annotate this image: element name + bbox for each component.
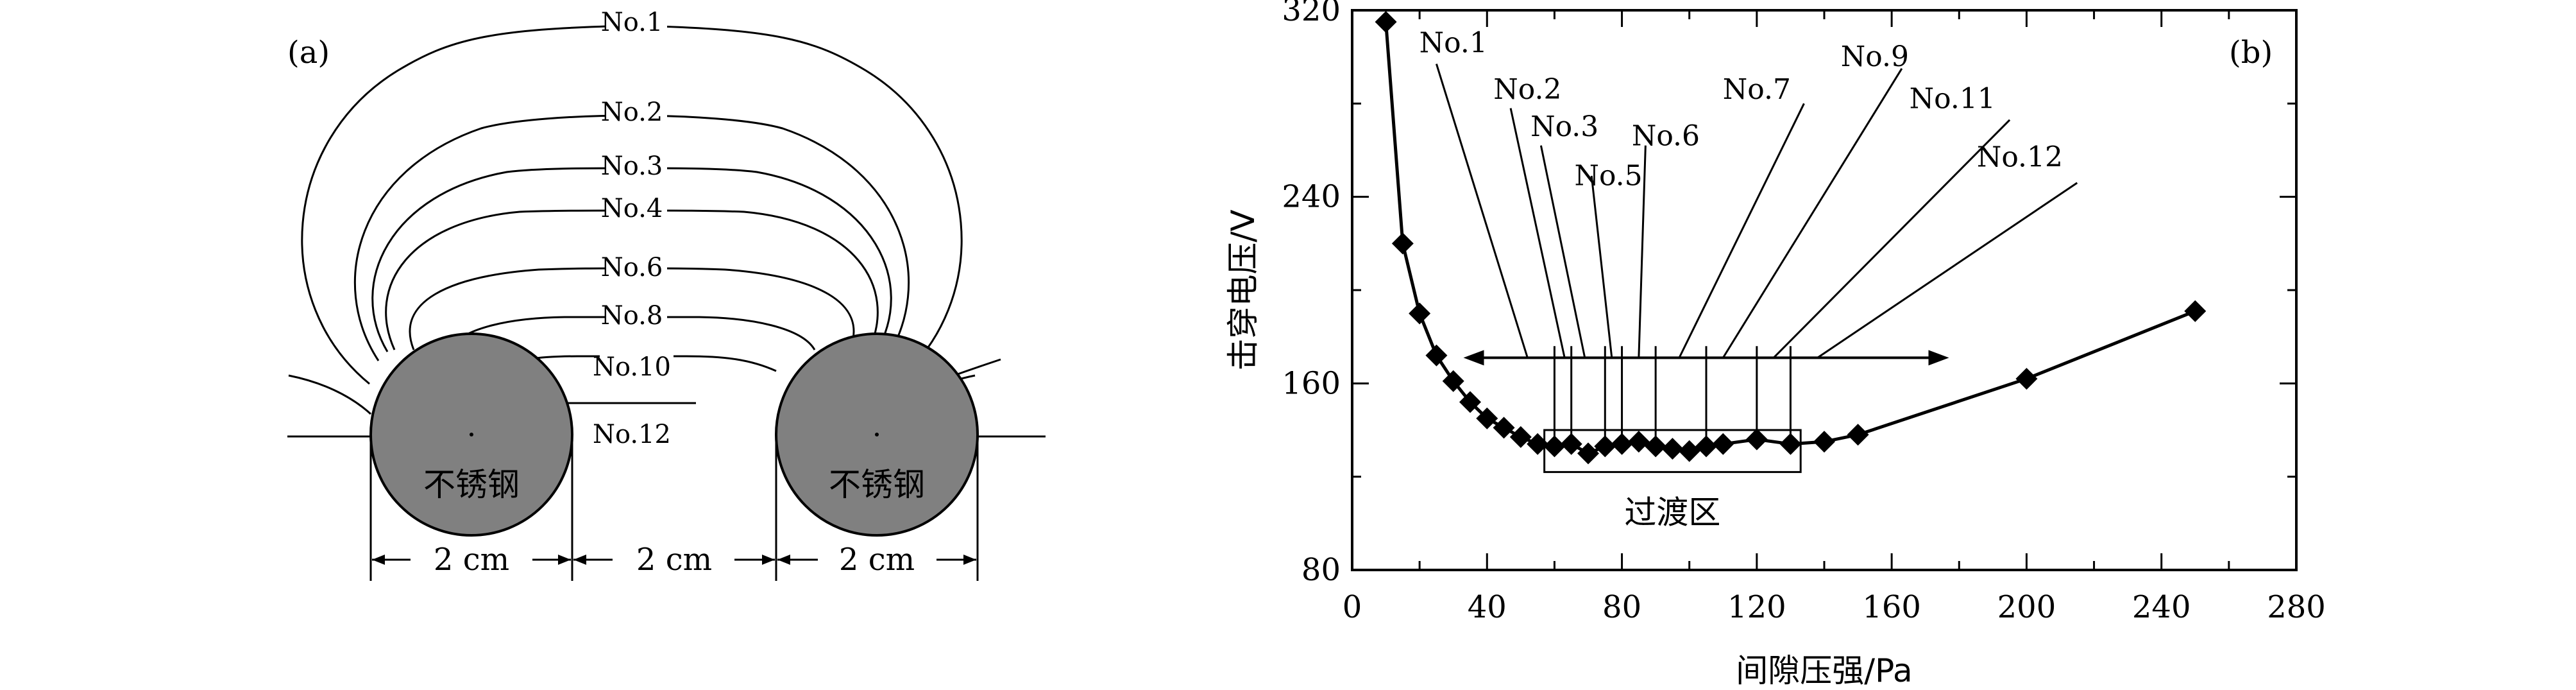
callout-leader [1590,175,1613,358]
field-label-no6: No.6 [601,253,663,282]
dimension-label-2: 2 cm [636,542,712,578]
x-axis-label: 间隙压强/Pa [1736,652,1912,689]
field-label-no8: No.8 [601,301,663,331]
data-point [1627,431,1650,453]
data-point [1560,433,1582,455]
dimension-labels: 2 cm 2 cm 2 cm [434,542,915,578]
field-label-no2: No.2 [601,98,663,127]
transition-region-box [1543,429,1802,473]
data-point [1847,424,1869,446]
callout-label: No.5 [1574,160,1642,193]
y-tick-label: 240 [1282,179,1341,215]
data-point [1594,435,1616,458]
callout-label: No.6 [1632,120,1700,153]
x-tick-label: 0 [1343,589,1362,625]
panel-a-label: (a) [287,35,330,71]
callout-leader [1638,145,1647,358]
callout-leader [1678,103,1805,359]
range-arrow-head-left [1463,350,1484,366]
callout-leader [1773,119,2011,359]
field-label-no4: No.4 [601,194,663,223]
data-point [1745,428,1768,451]
data-point [1425,344,1448,367]
data-point [1813,431,1835,453]
data-point [2184,300,2207,322]
x-tick-label: 240 [2132,589,2191,625]
data-point [1509,426,1532,448]
callout-label: No.2 [1493,73,1561,106]
x-tick-label: 280 [2267,589,2326,625]
data-point [1442,370,1464,392]
electrode-right-label: 不锈钢 [829,466,925,503]
data-point [1645,435,1667,458]
field-line-labels: No.1 No.2 No.3 No.4 No.6 No.8 No.10 No.1… [593,5,674,449]
x-tick-label: 200 [1997,589,2056,625]
data-point [1611,433,1633,455]
callout-leader [1539,145,1586,358]
data-series [1375,11,2207,465]
data-point [1409,302,1431,325]
dimension-lines [369,436,979,581]
panel-b: (b) 0 40 80 120 160 200 240 280 80 160 240 320 过渡区 N… [1224,0,2326,689]
callout-leader [1509,108,1566,358]
panel-a: (a) No.1 No.2 No.3 [287,5,1046,581]
callout-leader [1817,182,2078,359]
callout-label: No.7 [1723,73,1791,106]
y-tick-label: 80 [1301,552,1341,588]
dimension-label-3: 2 cm [839,542,915,578]
axes: 0 40 80 120 160 200 240 280 80 160 240 320 [1282,0,2325,625]
callout-leader [1722,68,1903,359]
data-point [1391,232,1414,255]
field-label-no12: No.12 [593,420,671,449]
data-point [1543,435,1566,458]
data-point [1527,433,1549,455]
callout-label: No.9 [1841,40,1909,73]
x-tick-label: 120 [1727,589,1786,625]
data-point [1712,433,1734,455]
data-point [1695,435,1717,458]
field-label-no10: No.10 [593,352,671,382]
callouts: 过渡区 No.1No.2 No.3 No.5 No.6 No.7 No.9No.11 No.1… [1419,26,2078,531]
transition-region-label: 过渡区 [1624,494,1720,531]
callout-label: No.1 [1419,26,1487,59]
x-tick-label: 40 [1468,589,1507,625]
callout-leader [1435,64,1529,358]
data-point [1476,407,1498,429]
electrode-right: 不锈钢 [775,332,979,537]
data-point [1661,438,1684,460]
callout-label: No.3 [1530,110,1598,143]
data-point [1493,417,1515,439]
data-point [1779,433,1802,455]
x-tick-label: 80 [1602,589,1641,625]
range-arrow-head-right [1928,350,1949,366]
data-point [1375,11,1397,33]
y-tick-label: 320 [1282,0,1341,28]
data-point [1459,391,1481,413]
x-tick-label: 160 [1862,589,1921,625]
electrode-left-label: 不锈钢 [423,466,520,503]
dimension-label-1: 2 cm [434,542,509,578]
field-label-no3: No.3 [601,151,663,181]
y-axis-label: 击穿电压/V [1224,209,1262,370]
field-label-no1: No.1 [601,8,663,37]
panel-b-label: (b) [2229,35,2273,71]
data-point [1577,442,1599,465]
data-point [2015,368,2038,390]
outer-line-left-1 [288,374,372,415]
callout-label: No.11 [1910,83,1996,116]
electrode-left: 不锈钢 [369,332,573,537]
data-point [1678,440,1700,462]
callout-label: No.12 [1977,141,2063,173]
y-tick-label: 160 [1282,365,1341,401]
